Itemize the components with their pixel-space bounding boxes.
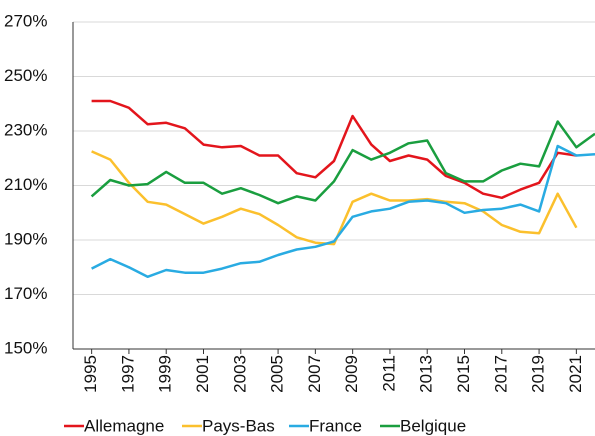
y-tick-label: 230% — [4, 120, 47, 139]
y-tick-label: 210% — [4, 175, 47, 194]
legend-item: Pays-Bas — [182, 416, 275, 435]
x-tick-label: 2007 — [305, 355, 324, 393]
x-tick-label: 1997 — [118, 355, 137, 393]
series-line — [91, 150, 578, 246]
x-tick-label: 1999 — [156, 355, 175, 393]
x-tick-label: 2019 — [529, 355, 548, 393]
legend-item: Belgique — [380, 416, 466, 435]
y-tick-label: 250% — [4, 66, 47, 85]
y-tick-label: 270% — [4, 11, 47, 30]
legend-label: Belgique — [400, 416, 466, 435]
x-tick-label: 2013 — [417, 355, 436, 393]
legend-item: France — [289, 416, 362, 435]
legend-label: Allemagne — [84, 416, 164, 435]
legend-item: Allemagne — [64, 416, 164, 435]
x-tick-label: 2015 — [454, 355, 473, 393]
y-tick-label: 150% — [4, 338, 47, 357]
legend-label: France — [309, 416, 362, 435]
series-line — [91, 99, 577, 200]
x-tick-label: 2011 — [379, 355, 398, 392]
x-tick-label: 2005 — [268, 355, 287, 393]
x-tick-label: 1995 — [81, 355, 100, 393]
x-tick-label: 2003 — [230, 355, 249, 393]
x-tick-label: 2009 — [342, 355, 361, 393]
x-tick-label: 2021 — [566, 355, 585, 393]
legend-label: Pays-Bas — [202, 416, 275, 435]
y-tick-label: 170% — [4, 284, 47, 303]
series-line — [90, 120, 595, 205]
y-tick-label: 190% — [4, 229, 47, 248]
x-tick-label: 2001 — [193, 355, 212, 393]
series-line — [91, 144, 595, 279]
x-tick-label: 2017 — [491, 355, 510, 393]
